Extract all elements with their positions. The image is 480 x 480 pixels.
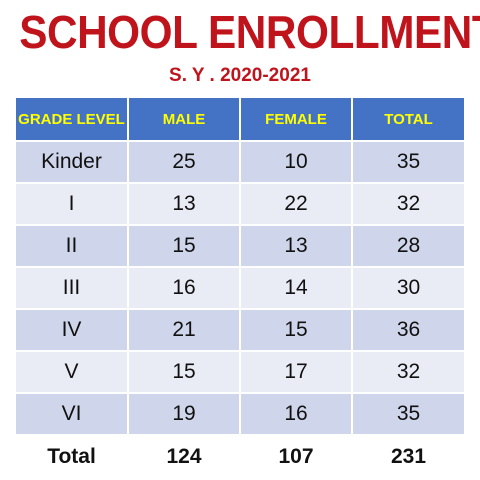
totals-row: Total 124 107 231 bbox=[16, 434, 464, 478]
table-row: VI 19 16 35 bbox=[16, 392, 464, 435]
table-row: IV 21 15 36 bbox=[16, 308, 464, 351]
male-cell: 21 bbox=[128, 308, 241, 351]
enrollment-table: GRADE LEVEL MALE FEMALE TOTAL Kinder 25 … bbox=[16, 98, 464, 478]
table-row: V 15 17 32 bbox=[16, 350, 464, 393]
total-cell: 30 bbox=[352, 266, 464, 309]
total-cell: 35 bbox=[352, 392, 464, 435]
male-cell: 13 bbox=[128, 182, 241, 225]
totals-female: 107 bbox=[240, 434, 353, 478]
male-cell: 16 bbox=[128, 266, 241, 309]
grade-cell: V bbox=[16, 350, 129, 393]
female-cell: 15 bbox=[240, 308, 353, 351]
grade-cell: Kinder bbox=[16, 140, 129, 183]
total-cell: 32 bbox=[352, 182, 464, 225]
grade-cell: I bbox=[16, 182, 129, 225]
grade-cell: VI bbox=[16, 392, 129, 435]
totals-total: 231 bbox=[352, 434, 464, 478]
totals-male: 124 bbox=[128, 434, 241, 478]
total-cell: 35 bbox=[352, 140, 464, 183]
female-cell: 10 bbox=[240, 140, 353, 183]
female-cell: 14 bbox=[240, 266, 353, 309]
header-total: TOTAL bbox=[352, 98, 464, 141]
female-cell: 17 bbox=[240, 350, 353, 393]
female-cell: 13 bbox=[240, 224, 353, 267]
total-cell: 28 bbox=[352, 224, 464, 267]
table-row: I 13 22 32 bbox=[16, 182, 464, 225]
male-cell: 25 bbox=[128, 140, 241, 183]
header-grade-level: GRADE LEVEL bbox=[16, 98, 129, 141]
grade-cell: III bbox=[16, 266, 129, 309]
table-row: II 15 13 28 bbox=[16, 224, 464, 267]
grade-cell: II bbox=[16, 224, 129, 267]
male-cell: 15 bbox=[128, 350, 241, 393]
female-cell: 16 bbox=[240, 392, 353, 435]
header-female: FEMALE bbox=[240, 98, 353, 141]
page-title: SCHOOL ENROLLMENT bbox=[19, 6, 480, 58]
total-cell: 32 bbox=[352, 350, 464, 393]
table-header-row: GRADE LEVEL MALE FEMALE TOTAL bbox=[16, 98, 464, 141]
grade-cell: IV bbox=[16, 308, 129, 351]
totals-label: Total bbox=[16, 434, 129, 478]
table-row: Kinder 25 10 35 bbox=[16, 140, 464, 183]
table-row: III 16 14 30 bbox=[16, 266, 464, 309]
school-year-subtitle: S. Y . 2020-2021 bbox=[169, 65, 311, 86]
header-male: MALE bbox=[128, 98, 241, 141]
female-cell: 22 bbox=[240, 182, 353, 225]
male-cell: 15 bbox=[128, 224, 241, 267]
total-cell: 36 bbox=[352, 308, 464, 351]
male-cell: 19 bbox=[128, 392, 241, 435]
